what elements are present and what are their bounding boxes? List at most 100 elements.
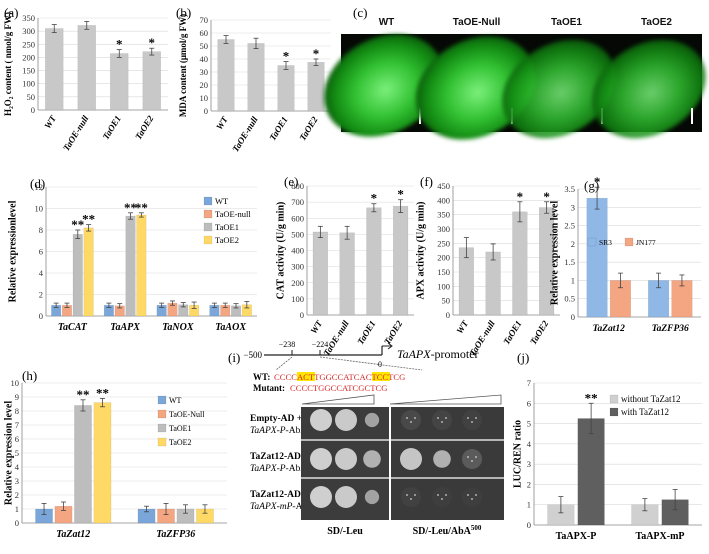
legend-label-taoe2: TaOE2 bbox=[215, 235, 239, 245]
y-tick-label: 3 bbox=[571, 202, 575, 212]
y-tick-label: 2 bbox=[527, 479, 531, 489]
image-label-taoe-null: TaOE-Null bbox=[452, 17, 501, 28]
yeast-colony bbox=[471, 498, 473, 500]
yeast-spot bbox=[432, 410, 452, 430]
y-tick-label: 0.5 bbox=[564, 294, 575, 304]
yeast-spot bbox=[462, 487, 482, 507]
bar bbox=[45, 28, 64, 111]
bar bbox=[312, 231, 328, 316]
zoom-line-right bbox=[319, 356, 423, 371]
yeast-spot bbox=[433, 450, 451, 468]
dilution-wedge-2 bbox=[389, 394, 502, 405]
y-tick-label: 50 bbox=[27, 92, 36, 102]
yeast-spot bbox=[310, 486, 332, 508]
y-tick-label: 400 bbox=[291, 246, 304, 256]
wt-label: WT: bbox=[253, 372, 270, 382]
bar bbox=[339, 232, 355, 316]
significance-mark: ** bbox=[585, 390, 598, 405]
y-tick-label: 450 bbox=[437, 181, 450, 191]
legend-label-taoe-null: TaOE-Null bbox=[169, 410, 205, 419]
x-tick-label: TaAPX bbox=[110, 322, 140, 333]
y-tick-label: 0 bbox=[300, 310, 304, 320]
panel-label-f: (f) bbox=[420, 174, 433, 189]
y-tick-label: 0 bbox=[31, 105, 35, 115]
chart-luc-ren-ratio: 0 1 2 3 4 5 6 7 LUC/REN ratio ** without TaZat12 wi… bbox=[513, 378, 702, 542]
legend-swatch bbox=[157, 437, 167, 447]
yeast-colony bbox=[475, 417, 477, 419]
y-tick-label: 1 bbox=[571, 275, 575, 285]
legend-swatch bbox=[609, 394, 619, 404]
x-tick-label: TaZFP36 bbox=[652, 324, 689, 334]
y-tick-label: 500 bbox=[291, 229, 304, 239]
panel-label-e: (e) bbox=[284, 174, 298, 189]
panel-label-h: (h) bbox=[22, 368, 37, 383]
yeast-spot bbox=[363, 450, 381, 468]
y-tick-label: 9 bbox=[15, 392, 19, 402]
yeast-spot bbox=[310, 409, 332, 431]
yeast-colony bbox=[441, 421, 443, 423]
y-tick-label: 200 bbox=[22, 52, 35, 62]
promoter-pos-238: −238 bbox=[279, 340, 296, 349]
y-tick-label: 10 bbox=[11, 378, 20, 388]
panel-label-c: (c) bbox=[353, 5, 367, 20]
chart-mda-content: 0 10 20 30 40 50 60 70 MDA content (μmol/g FW) * *… bbox=[178, 14, 331, 154]
y-tick-label: 600 bbox=[291, 213, 304, 223]
y-tick-label: 300 bbox=[291, 262, 304, 272]
x-tick-label: TaAOX bbox=[215, 322, 246, 333]
y-tick-label: 2 bbox=[571, 239, 575, 249]
y-tick-label: 3 bbox=[527, 459, 531, 469]
y-tick-label: 2 bbox=[15, 490, 19, 500]
yeast-colony bbox=[406, 417, 408, 419]
yeast-colony bbox=[467, 417, 469, 419]
y-tick-label: 50 bbox=[442, 296, 451, 306]
y-tick-label: 6 bbox=[39, 247, 43, 257]
y-tick-label: 6 bbox=[15, 434, 19, 444]
y-axis-label: CAT activity (U/g min) bbox=[276, 202, 287, 300]
wt-sequence: CCCCACTTGGCCATCACTCCTCG bbox=[274, 372, 405, 382]
row-1-line2: TaAPX-P-AbAi bbox=[250, 426, 310, 436]
mutant-label: Mutant: bbox=[253, 383, 285, 393]
bar bbox=[110, 53, 129, 111]
y-tick-label: 200 bbox=[437, 253, 450, 263]
y-tick-label: 2 bbox=[39, 290, 43, 300]
x-tick-label: TaOE-null bbox=[321, 318, 351, 357]
y-tick-label: 1 bbox=[15, 504, 19, 514]
legend-label-taoe-null: TaOE-null bbox=[215, 209, 251, 219]
legend-swatch bbox=[609, 407, 619, 417]
legend-label-without-tazat12: without TaZat12 bbox=[621, 394, 680, 404]
y-tick-label: 7 bbox=[527, 378, 531, 388]
legend-swatch bbox=[203, 196, 213, 206]
yeast-colony bbox=[467, 494, 469, 496]
y-tick-label: 8 bbox=[39, 225, 43, 235]
y-tick-label: 150 bbox=[437, 267, 450, 277]
legend-label-wt: WT bbox=[169, 396, 182, 405]
x-tick-label: TaOE2 bbox=[133, 113, 156, 141]
significance-mark: * bbox=[517, 189, 524, 204]
yeast-colony bbox=[406, 494, 408, 496]
y-tick-label: 5 bbox=[15, 448, 19, 458]
y-tick-label: 200 bbox=[291, 278, 304, 288]
yeast-colony bbox=[410, 421, 412, 423]
x-tick-label: TaOE2 bbox=[528, 318, 551, 346]
significance-mark: * bbox=[397, 187, 404, 202]
bar bbox=[136, 214, 147, 317]
significance-mark: * bbox=[149, 35, 156, 50]
significance-mark: ** bbox=[124, 200, 137, 215]
y-tick-label: 0 bbox=[204, 106, 208, 116]
x-tick-label: TaZFP36 bbox=[156, 529, 195, 540]
media-label-sd-leu-aba: SD/-Leu/AbA500 bbox=[413, 524, 482, 537]
bar bbox=[83, 227, 94, 317]
y-axis-label: Relative expressionlevel bbox=[8, 200, 19, 302]
y-tick-label: 350 bbox=[22, 13, 35, 23]
yeast-spot bbox=[335, 486, 357, 508]
yeast-colony bbox=[441, 498, 443, 500]
yeast-colony bbox=[414, 494, 416, 496]
y-tick-label: 0 bbox=[446, 310, 450, 320]
yeast-spot bbox=[335, 448, 357, 470]
yeast-spot bbox=[462, 410, 482, 430]
image-label-wt: WT bbox=[378, 17, 395, 28]
bar bbox=[217, 39, 235, 112]
legend-label-taoe1: TaOE1 bbox=[215, 222, 239, 232]
y-tick-label: 4 bbox=[527, 439, 532, 449]
yeast-spot bbox=[364, 489, 380, 505]
